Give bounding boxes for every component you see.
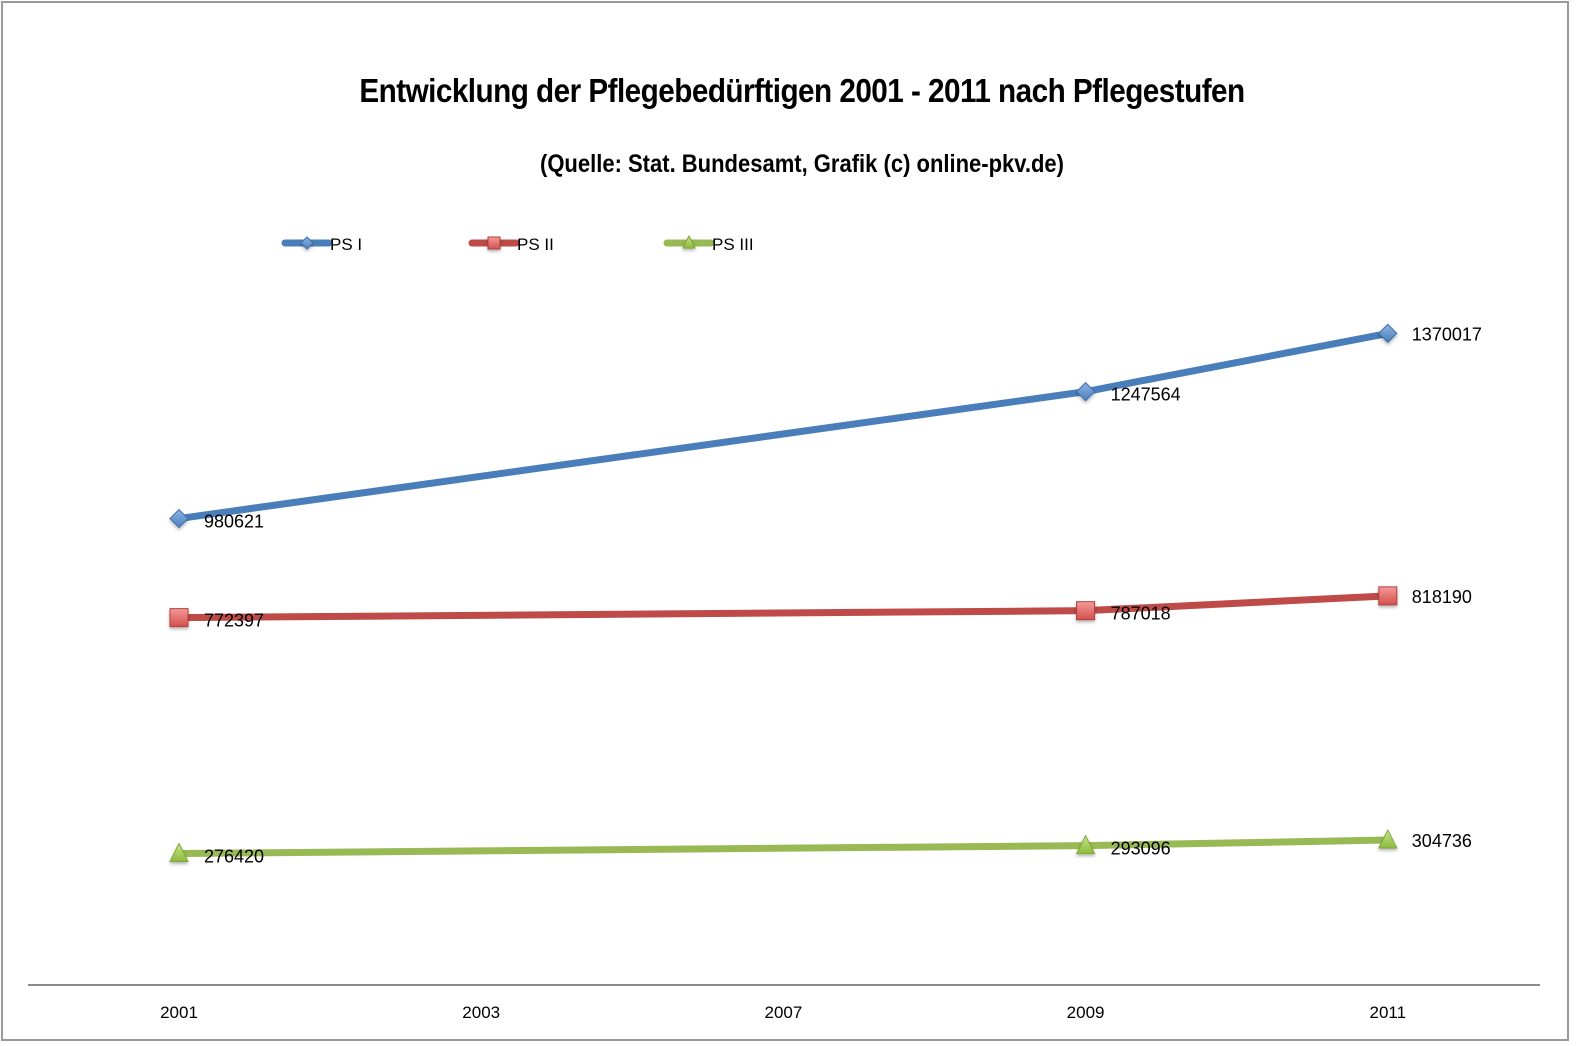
chart-title: Entwicklung der Pflegebedürftigen 2001 -…: [359, 72, 1245, 109]
x-tick-label: 2009: [1067, 1003, 1105, 1022]
legend-label: PS I: [330, 235, 362, 254]
series-ps-iii: 276420 293096 304736: [169, 828, 1472, 867]
data-label: 293096: [1111, 839, 1171, 859]
legend-diamond-icon: [300, 236, 314, 250]
triangle-marker: [1075, 834, 1096, 855]
legend: PS I PS II PS III: [281, 234, 754, 254]
x-tick-label: 2003: [462, 1003, 500, 1022]
x-tick-label: 2011: [1370, 1003, 1407, 1022]
data-label: 1370017: [1412, 324, 1482, 344]
triangle-marker: [169, 842, 189, 863]
diamond-marker: [169, 508, 189, 529]
data-label: 276420: [204, 847, 264, 867]
data-label: 818190: [1412, 587, 1472, 607]
legend-item-ps-ii: PS II: [468, 235, 554, 254]
x-tick-label: 2007: [764, 1003, 802, 1022]
series-layer: 980621 1247564 1370017 772397 787018 818190 27…: [169, 323, 1482, 867]
legend-label: PS II: [517, 235, 554, 254]
square-marker: [1076, 601, 1096, 621]
diamond-marker: [1075, 381, 1096, 402]
data-label: 980621: [204, 512, 264, 532]
series-line-ps-iii: [175, 836, 1392, 858]
data-label: 1247564: [1111, 385, 1181, 405]
legend-item-ps-iii: PS III: [663, 234, 754, 254]
square-marker: [1378, 586, 1398, 606]
x-tick-label: 2001: [160, 1003, 198, 1022]
legend-triangle-icon: [682, 234, 696, 249]
x-tick-labels: 2001 2003 2007 2009 2011: [160, 1003, 1406, 1022]
legend-label: PS III: [712, 235, 754, 254]
data-label: 304736: [1412, 831, 1472, 851]
diamond-marker: [1378, 323, 1398, 344]
series-ps-ii: 772397 787018 818190: [169, 586, 1472, 631]
square-marker: [169, 608, 189, 628]
series-ps-i: 980621 1247564 1370017: [169, 323, 1482, 532]
data-label: 787018: [1111, 604, 1171, 624]
triangle-marker: [1377, 828, 1398, 849]
legend-item-ps-i: PS I: [281, 235, 362, 254]
series-line-ps-ii: [175, 592, 1392, 622]
legend-square-icon: [487, 236, 501, 250]
chart-subtitle: (Quelle: Stat. Bundesamt, Grafik (c) onl…: [539, 150, 1065, 178]
series-line-ps-i: [175, 329, 1392, 523]
data-label: 772397: [204, 611, 264, 631]
